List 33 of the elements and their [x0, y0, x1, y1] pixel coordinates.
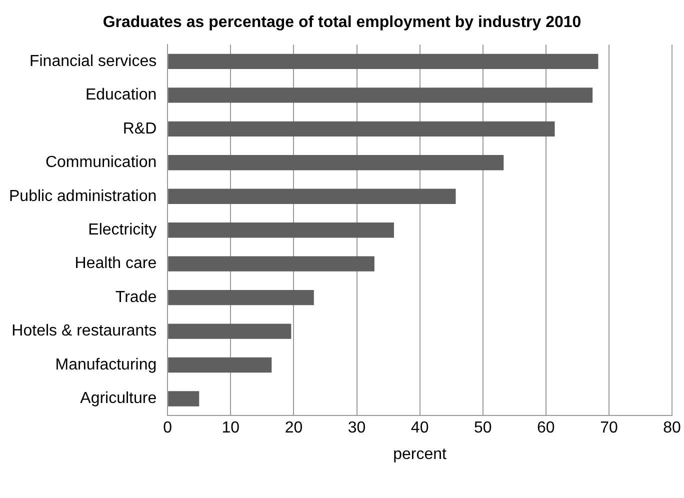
chart-title: Graduates as percentage of total employment by industry 2010	[102, 14, 582, 32]
y-tick-label: Electricity	[88, 222, 157, 239]
y-tick-label: Public administration	[9, 188, 157, 205]
y-tick-label: Trade	[115, 288, 157, 306]
x-tick-label: 80	[663, 420, 681, 437]
y-tick-label: Financial services	[29, 52, 157, 70]
x-tick-label: 10	[222, 420, 240, 437]
bar	[168, 121, 555, 137]
bar	[168, 357, 272, 373]
y-tick-label: Education	[85, 86, 157, 104]
x-tick-label: 60	[537, 420, 555, 437]
bar	[168, 391, 200, 406]
x-axis-title: percent	[393, 446, 448, 463]
y-tick-label: Communication	[45, 154, 157, 172]
bar	[168, 256, 374, 272]
bar	[168, 188, 456, 204]
bar	[168, 88, 593, 103]
y-tick-label: Hotels & restaurants	[12, 322, 157, 340]
y-tick-label: Manufacturing	[55, 356, 157, 374]
bar	[168, 222, 394, 238]
x-tick-label: 40	[410, 420, 429, 437]
y-tick-label: Health care	[74, 255, 157, 272]
y-tick-label: Agriculture	[80, 390, 157, 408]
y-tick-label: R&D	[122, 120, 157, 138]
bar	[168, 155, 504, 170]
bar	[168, 290, 314, 306]
bar	[168, 324, 292, 339]
x-tick-label: 0	[163, 420, 172, 437]
x-tick-label: 70	[600, 420, 618, 437]
x-tick-label: 50	[474, 420, 492, 437]
bar	[168, 54, 598, 70]
x-tick-label: 20	[284, 420, 303, 437]
x-tick-label: 30	[348, 420, 366, 437]
